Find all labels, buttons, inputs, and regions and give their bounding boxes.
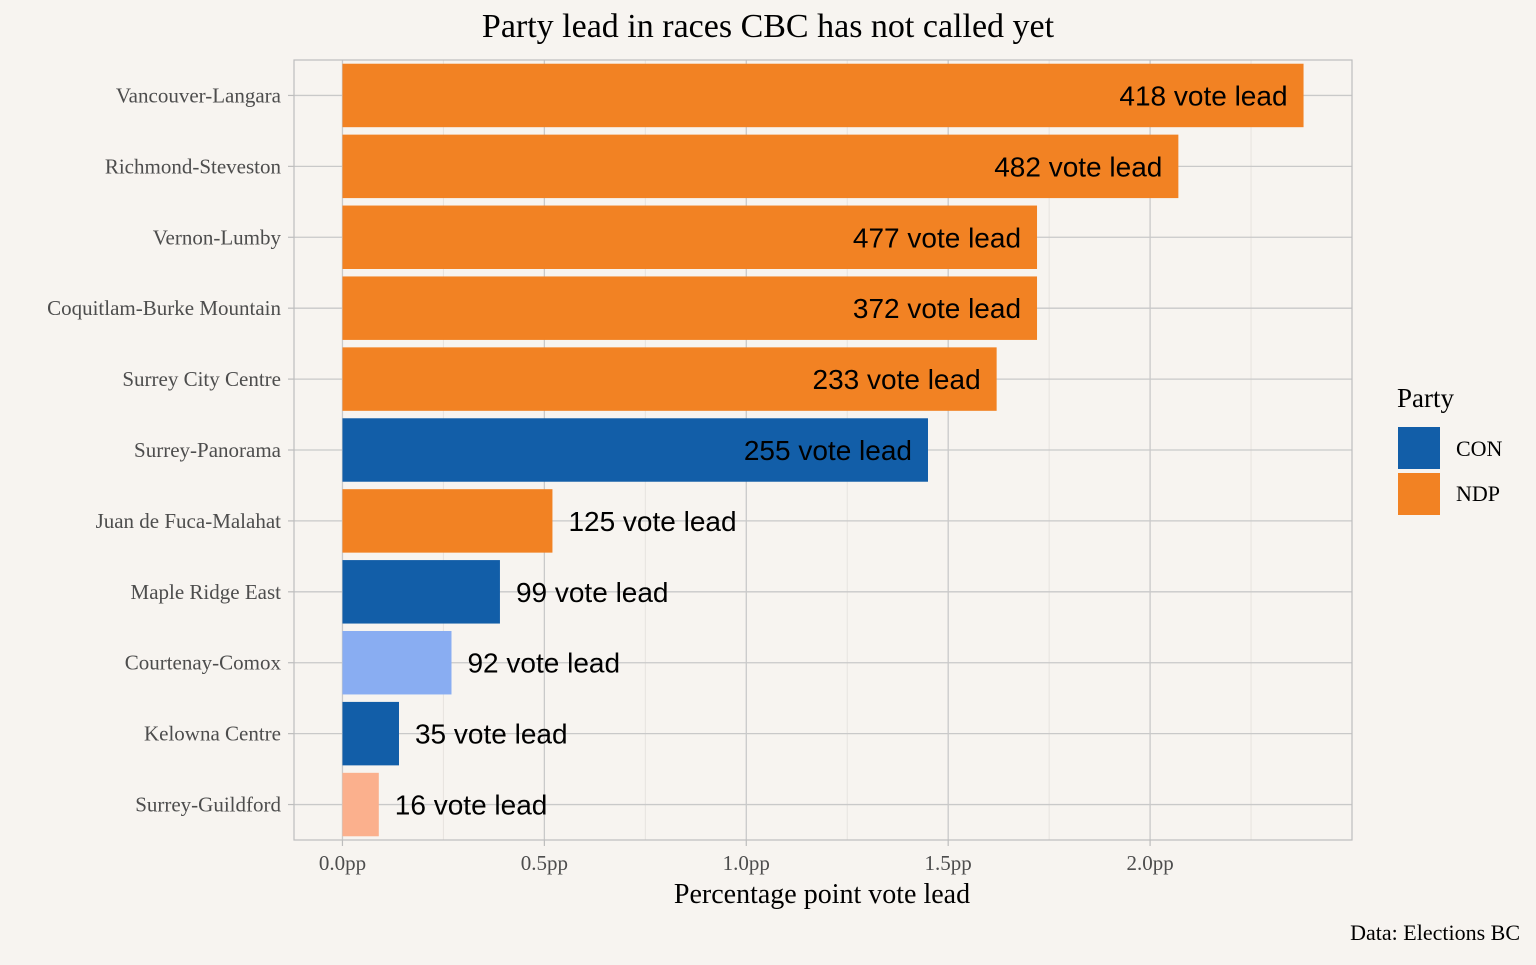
bar-data-label: 477 vote lead xyxy=(853,222,1021,253)
data-source-caption: Data: Elections BC xyxy=(1350,920,1520,945)
x-tick-label: 0.5pp xyxy=(521,851,568,875)
y-tick-label: Maple Ridge East xyxy=(131,580,282,604)
y-axis: Vancouver-Langara Richmond-Steveston Verno… xyxy=(47,83,294,817)
legend-title: Party xyxy=(1397,383,1454,413)
x-axis-title: Percentage point vote lead xyxy=(674,879,970,910)
bar-data-label: 99 vote lead xyxy=(516,577,669,608)
y-tick-label: Vernon-Lumby xyxy=(153,225,282,249)
bar xyxy=(342,134,1179,199)
bar-data-label: 92 vote lead xyxy=(467,648,620,679)
bar xyxy=(342,63,1304,128)
bar xyxy=(342,489,553,553)
y-tick-label: Richmond-Steveston xyxy=(105,154,282,178)
y-tick-label: Juan de Fuca-Malahat xyxy=(96,509,282,533)
bar xyxy=(342,347,997,411)
bar xyxy=(342,276,1038,340)
y-tick-label: Surrey-Guildford xyxy=(135,793,281,817)
bar xyxy=(342,205,1038,270)
bar xyxy=(342,701,399,766)
bar-data-label: 255 vote lead xyxy=(744,435,912,466)
bar xyxy=(342,772,379,837)
bar-data-label: 125 vote lead xyxy=(568,506,736,537)
y-tick-label: Coquitlam-Burke Mountain xyxy=(47,296,281,320)
x-tick-label: 1.5pp xyxy=(925,851,972,875)
bar-data-label: 482 vote lead xyxy=(994,151,1162,182)
x-tick-label: 2.0pp xyxy=(1126,851,1173,875)
bar-data-label: 418 vote lead xyxy=(1119,80,1287,111)
y-tick-label: Surrey-Panorama xyxy=(134,438,282,462)
y-tick-label: Vancouver-Langara xyxy=(116,83,282,107)
plot-bars: 418 vote lead 482 vote lead 477 vote lead 3… xyxy=(342,63,1304,837)
bar-data-label: 35 vote lead xyxy=(415,719,568,750)
y-tick-label: Surrey City Centre xyxy=(122,367,281,391)
bar xyxy=(342,560,500,624)
bar-data-label: 16 vote lead xyxy=(395,790,548,821)
x-axis: 0.0pp 0.5pp 1.0pp 1.5pp 2.0pp xyxy=(319,840,1174,875)
y-tick-label: Courtenay-Comox xyxy=(125,651,282,675)
legend: Party CON NDP xyxy=(1397,383,1503,515)
bar xyxy=(342,630,452,695)
bar-data-label: 233 vote lead xyxy=(813,364,981,395)
chart-title: Party lead in races CBC has not called y… xyxy=(482,8,1055,45)
bar xyxy=(342,418,928,482)
legend-key-ndp xyxy=(1398,473,1440,515)
legend-label-con: CON xyxy=(1456,436,1503,461)
legend-key-con xyxy=(1398,427,1440,469)
x-tick-label: 1.0pp xyxy=(723,851,770,875)
y-tick-label: Kelowna Centre xyxy=(144,722,281,746)
legend-label-ndp: NDP xyxy=(1456,481,1500,506)
bar-data-label: 372 vote lead xyxy=(853,293,1021,324)
x-tick-label: 0.0pp xyxy=(319,851,366,875)
